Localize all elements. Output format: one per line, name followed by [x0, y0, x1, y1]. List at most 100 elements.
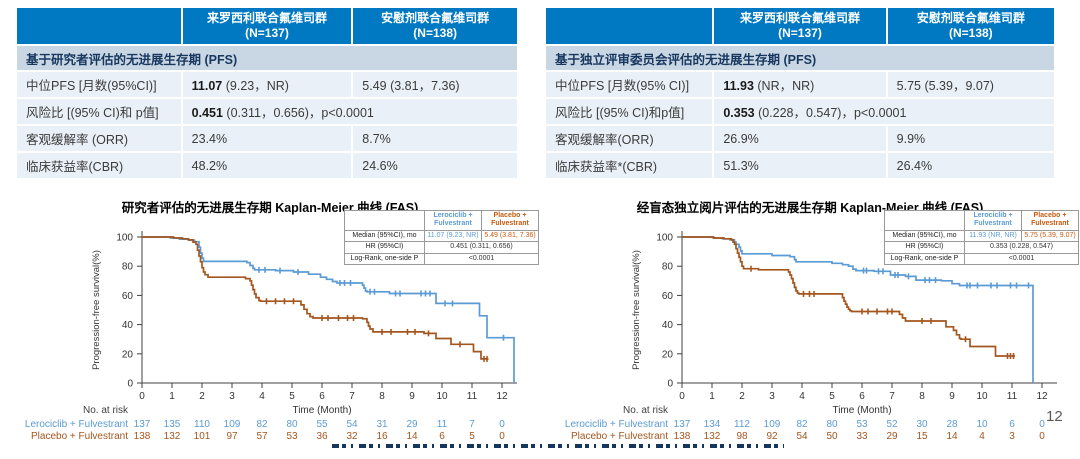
- pfs-table-irc: 来罗西利联合氟维司群 (N=137) 安慰剂联合氟维司群 (N=138) 基于独…: [544, 6, 1056, 180]
- svg-text:92: 92: [766, 431, 778, 442]
- svg-text:5: 5: [469, 431, 475, 442]
- svg-text:36: 36: [316, 431, 328, 442]
- svg-text:12: 12: [496, 391, 508, 402]
- svg-text:132: 132: [164, 431, 181, 442]
- table-row: 临床获益率*(CBR) 51.3% 26.4%: [546, 153, 1054, 178]
- svg-text:No. at risk: No. at risk: [83, 405, 129, 416]
- svg-text:82: 82: [256, 419, 268, 430]
- svg-text:110: 110: [194, 419, 210, 430]
- svg-text:53: 53: [286, 431, 298, 442]
- svg-text:52: 52: [886, 419, 898, 430]
- inset-logrank-label: Log-Rank, one-side P: [344, 252, 425, 265]
- svg-text:6: 6: [319, 391, 325, 402]
- arm1-title: 来罗西利联合氟维司群: [739, 11, 860, 25]
- svg-text:No. at risk: No. at risk: [623, 405, 669, 416]
- value-cell: 51.3%: [714, 153, 886, 178]
- svg-text:80: 80: [826, 419, 838, 430]
- inset-logrank-label: Log-Rank, one-side P: [884, 252, 965, 265]
- value-cell: 5.49 (3.81，7.36): [353, 72, 517, 97]
- svg-text:5: 5: [289, 391, 295, 402]
- bold-value: 11.07: [191, 79, 223, 93]
- inset-hr-value: 0.451 (0.311, 0.656): [424, 241, 539, 254]
- header-empty-cell: [17, 8, 181, 44]
- inset-logrank-value: <0.0001: [424, 252, 539, 265]
- svg-text:Time (Month): Time (Month): [292, 405, 351, 416]
- page-number: 12: [1046, 408, 1063, 425]
- svg-text:7: 7: [889, 391, 895, 402]
- svg-text:8: 8: [919, 391, 925, 402]
- svg-text:80: 80: [662, 262, 674, 273]
- km-inset-table: Lerociclib + Fulvestrant Placebo + Fulve…: [344, 210, 539, 265]
- arm1-n: (N=137): [778, 26, 822, 40]
- svg-text:6: 6: [1009, 419, 1015, 430]
- row-label: 风险比 [(95% CI)和 p值]: [17, 99, 181, 124]
- svg-text:31: 31: [376, 419, 388, 430]
- header-placebo-arm: 安慰剂联合氟维司群 (N=138): [353, 8, 517, 44]
- svg-text:Progression-free survival(%): Progression-free survival(%): [631, 250, 642, 370]
- value-cell: 26.4%: [887, 153, 1054, 178]
- pfs-table-investigator: 来罗西利联合氟维司群 (N=137) 安慰剂联合氟维司群 (N=138) 基于研…: [15, 6, 519, 180]
- svg-text:6: 6: [439, 431, 445, 442]
- header-empty-cell: [546, 8, 713, 44]
- value-cell: 5.75 (5.39，9.07): [887, 72, 1054, 97]
- arm2-title: 安慰剂联合氟维司群: [381, 11, 490, 25]
- svg-text:3: 3: [769, 391, 775, 402]
- row-label: 客观缓解率(ORR): [546, 126, 713, 151]
- inset-empty: [344, 210, 425, 231]
- header-lerociclib-arm: 来罗西利联合氟维司群 (N=137): [182, 8, 352, 44]
- svg-text:138: 138: [134, 431, 151, 442]
- row-label: 中位PFS [月数(95% CI)]: [546, 72, 713, 97]
- svg-text:Progression-free survival(%): Progression-free survival(%): [91, 250, 102, 370]
- inset-median-v1: 11.07 (9.23, NR): [424, 229, 482, 243]
- svg-text:100: 100: [656, 233, 673, 244]
- section-row: 基于研究者评估的无进展生存期 (PFS): [17, 46, 517, 70]
- svg-text:12: 12: [1036, 391, 1048, 402]
- svg-text:109: 109: [224, 419, 241, 430]
- svg-text:53: 53: [856, 419, 868, 430]
- svg-text:9: 9: [949, 391, 955, 402]
- svg-text:20: 20: [662, 349, 674, 360]
- svg-text:54: 54: [796, 431, 808, 442]
- row-label: 客观缓解率 (ORR): [17, 126, 181, 151]
- inset-median-v1: 11.93 (NR, NR): [964, 229, 1022, 243]
- svg-text:29: 29: [886, 431, 898, 442]
- svg-text:109: 109: [764, 419, 781, 430]
- value-rest: (0.228，0.547)，p<0.0001: [754, 106, 907, 120]
- svg-text:3: 3: [229, 391, 235, 402]
- svg-text:80: 80: [122, 262, 134, 273]
- svg-text:1: 1: [709, 391, 715, 402]
- arm2-n: (N=138): [948, 26, 993, 40]
- row-label: 中位PFS [月数(95%CI)]: [17, 72, 181, 97]
- section-title: 基于独立评审委员会评估的无进展生存期 (PFS): [546, 46, 1054, 70]
- svg-text:138: 138: [674, 431, 691, 442]
- bold-value: 11.93: [723, 79, 754, 93]
- svg-text:Time (Month): Time (Month): [832, 405, 891, 416]
- svg-text:0: 0: [667, 379, 673, 390]
- value-rest: (0.311，0.656)，p<0.0001: [222, 106, 374, 120]
- svg-text:16: 16: [376, 431, 388, 442]
- svg-text:28: 28: [946, 419, 958, 430]
- svg-text:0: 0: [499, 419, 505, 430]
- inset-median-label: Median (95%CI), mo: [344, 229, 425, 243]
- value-cell: 26.9%: [714, 126, 886, 151]
- km-chart-investigator: 研究者评估的无进展生存期 Kaplan-Meier 曲线 (FAS) 0 20 40…: [0, 195, 540, 448]
- svg-text:30: 30: [916, 419, 928, 430]
- value-cell: 8.7%: [353, 126, 517, 151]
- svg-text:97: 97: [226, 431, 238, 442]
- svg-text:4: 4: [799, 391, 805, 402]
- svg-text:Placebo + Fulvestrant: Placebo + Fulvestrant: [31, 431, 128, 442]
- svg-text:10: 10: [976, 419, 988, 430]
- svg-text:Lerociclib + Fulvestrant: Lerociclib + Fulvestrant: [25, 419, 128, 430]
- inset-median-label: Median (95%CI), mo: [884, 229, 965, 243]
- svg-text:60: 60: [662, 291, 674, 302]
- svg-text:0: 0: [139, 391, 145, 402]
- inset-empty: [884, 210, 965, 231]
- value-cell: 23.4%: [182, 126, 352, 151]
- svg-text:9: 9: [409, 391, 415, 402]
- inset-median-v2: 5.49 (3.81, 7.36): [481, 229, 539, 243]
- svg-text:0: 0: [127, 379, 133, 390]
- svg-text:20: 20: [122, 349, 134, 360]
- value-cell: 24.6%: [353, 153, 517, 178]
- table-header-row: 来罗西利联合氟维司群 (N=137) 安慰剂联合氟维司群 (N=138): [17, 8, 517, 44]
